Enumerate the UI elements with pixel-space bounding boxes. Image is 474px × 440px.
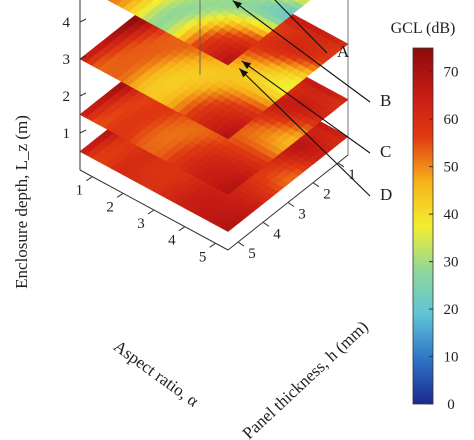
slice-cell bbox=[221, 186, 234, 195]
x-tick-label: 5 bbox=[199, 249, 207, 265]
x-tick-label: 1 bbox=[76, 183, 84, 199]
z-tick bbox=[79, 92, 87, 97]
colorbar-tick-label: 50 bbox=[444, 160, 459, 176]
slice-cell bbox=[221, 223, 234, 232]
z-tick bbox=[79, 55, 87, 60]
y-tick bbox=[287, 202, 295, 207]
colorbar: GCL (dB) 0 10 20 30 40 50 60 70 bbox=[391, 20, 459, 413]
y-tick bbox=[312, 182, 320, 188]
x-axis-label: Aspect ratio, α bbox=[110, 336, 202, 410]
y-tick-label: 2 bbox=[323, 187, 331, 203]
annotation-label-d: D bbox=[380, 185, 392, 204]
x-tick bbox=[116, 192, 124, 198]
z-tick bbox=[79, 18, 87, 23]
x-tick bbox=[178, 226, 186, 232]
annotation-leader bbox=[274, 0, 328, 54]
annotation-leader bbox=[241, 60, 371, 154]
annotation-leader bbox=[238, 68, 371, 197]
slice-layers bbox=[79, 0, 349, 232]
colorbar-tick-label: 30 bbox=[444, 255, 459, 271]
z-tick-label: 3 bbox=[63, 52, 71, 68]
slice-cell bbox=[221, 57, 234, 66]
colorbar-tick-label: 10 bbox=[444, 350, 459, 366]
colorbar-tick-label: 20 bbox=[444, 302, 459, 318]
slice-layer-4 bbox=[107, 0, 311, 66]
y-axis-label: Panel thickness, h (mm) bbox=[239, 317, 372, 440]
y-tick-label: 1 bbox=[348, 167, 356, 183]
colorbar-tick-label: 70 bbox=[444, 65, 459, 81]
y-tick bbox=[337, 162, 345, 168]
annotation-label-c: C bbox=[380, 142, 391, 161]
z-tick bbox=[79, 129, 87, 134]
y-tick bbox=[262, 221, 270, 227]
colorbar-tick-label: 0 bbox=[447, 397, 455, 413]
y-tick bbox=[237, 241, 245, 247]
x-tick-label: 3 bbox=[137, 216, 145, 232]
z-tick-label: 2 bbox=[63, 89, 71, 105]
annotation-arrowhead bbox=[241, 60, 252, 70]
colorbar-label: GCL (dB) bbox=[391, 20, 456, 37]
colorbar-tick-label: 60 bbox=[444, 112, 459, 128]
annotation-label-a: A bbox=[337, 42, 350, 61]
y-tick-label: 4 bbox=[273, 226, 281, 242]
x-tick bbox=[147, 209, 155, 215]
x-tick-label: 4 bbox=[168, 233, 176, 249]
y-tick-label: 5 bbox=[248, 246, 256, 262]
slice-cell bbox=[221, 131, 234, 140]
annotation-label-b: B bbox=[380, 91, 391, 110]
colorbar-tick-label: 40 bbox=[444, 207, 459, 223]
annotation-arrowhead bbox=[232, 0, 242, 9]
x-tick bbox=[209, 242, 216, 248]
y-tick-label: 3 bbox=[298, 207, 306, 223]
annotation-leader bbox=[232, 0, 371, 103]
x-tick bbox=[86, 176, 93, 182]
z-tick-label: 4 bbox=[63, 15, 71, 31]
z-axis-label: Enclosure depth, L_z (m) bbox=[12, 115, 31, 289]
z-tick-label: 1 bbox=[63, 126, 71, 142]
slice-layer-3 bbox=[79, 0, 349, 140]
x-tick-label: 2 bbox=[106, 199, 114, 215]
annotation-arrowhead bbox=[239, 68, 249, 78]
colorbar-strip bbox=[412, 47, 434, 405]
